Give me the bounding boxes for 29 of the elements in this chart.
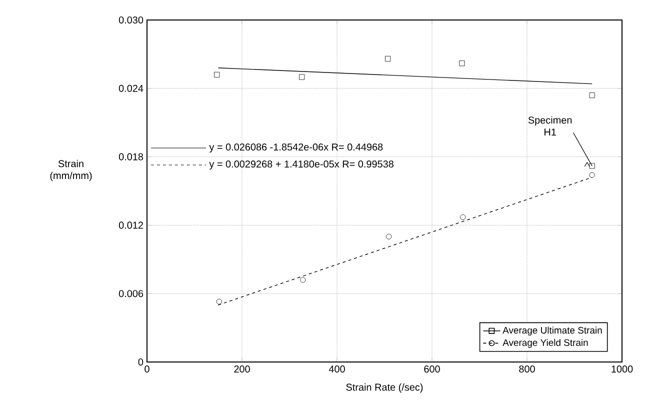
point bbox=[214, 72, 220, 78]
x-tick-label: 400 bbox=[328, 366, 345, 373]
y-tick-label: 0.030 bbox=[118, 16, 144, 24]
x-tick-label: 800 bbox=[519, 366, 535, 373]
legend-label: Average Ultimate Strain bbox=[502, 326, 602, 336]
point bbox=[300, 277, 306, 283]
x-axis-title: Strain Rate (/sec) bbox=[346, 383, 423, 393]
point bbox=[216, 298, 222, 304]
x-tick-label: 0 bbox=[144, 366, 150, 373]
point bbox=[299, 74, 305, 80]
y-tick-label: 0.018 bbox=[118, 153, 144, 160]
y-tick-label: 0.006 bbox=[118, 290, 144, 298]
y-tick-label: 0 bbox=[138, 358, 144, 366]
annotation: Specimen H1 bbox=[528, 116, 572, 136]
point bbox=[589, 92, 595, 98]
y-axis-title: Strain (mm/mm) bbox=[50, 160, 92, 182]
x-tick-label: 200 bbox=[234, 366, 250, 373]
point bbox=[459, 60, 465, 66]
y-tick-label: 0.024 bbox=[118, 84, 144, 92]
x-tick-label: 600 bbox=[424, 366, 440, 373]
y-tick-label: 0.012 bbox=[118, 222, 143, 229]
legend-label: Average Yield Strain bbox=[502, 339, 588, 348]
point bbox=[385, 56, 391, 62]
annotation: y = 0.0029268 + 1.4180e-05x R= 0.99538 bbox=[209, 160, 394, 170]
point bbox=[460, 214, 466, 220]
point bbox=[589, 172, 595, 178]
x-tick-label: 1000 bbox=[612, 366, 633, 373]
point bbox=[386, 234, 392, 240]
annotation: y = 0.026086 -1.8542e-06x R= 0.44968 bbox=[209, 143, 383, 153]
